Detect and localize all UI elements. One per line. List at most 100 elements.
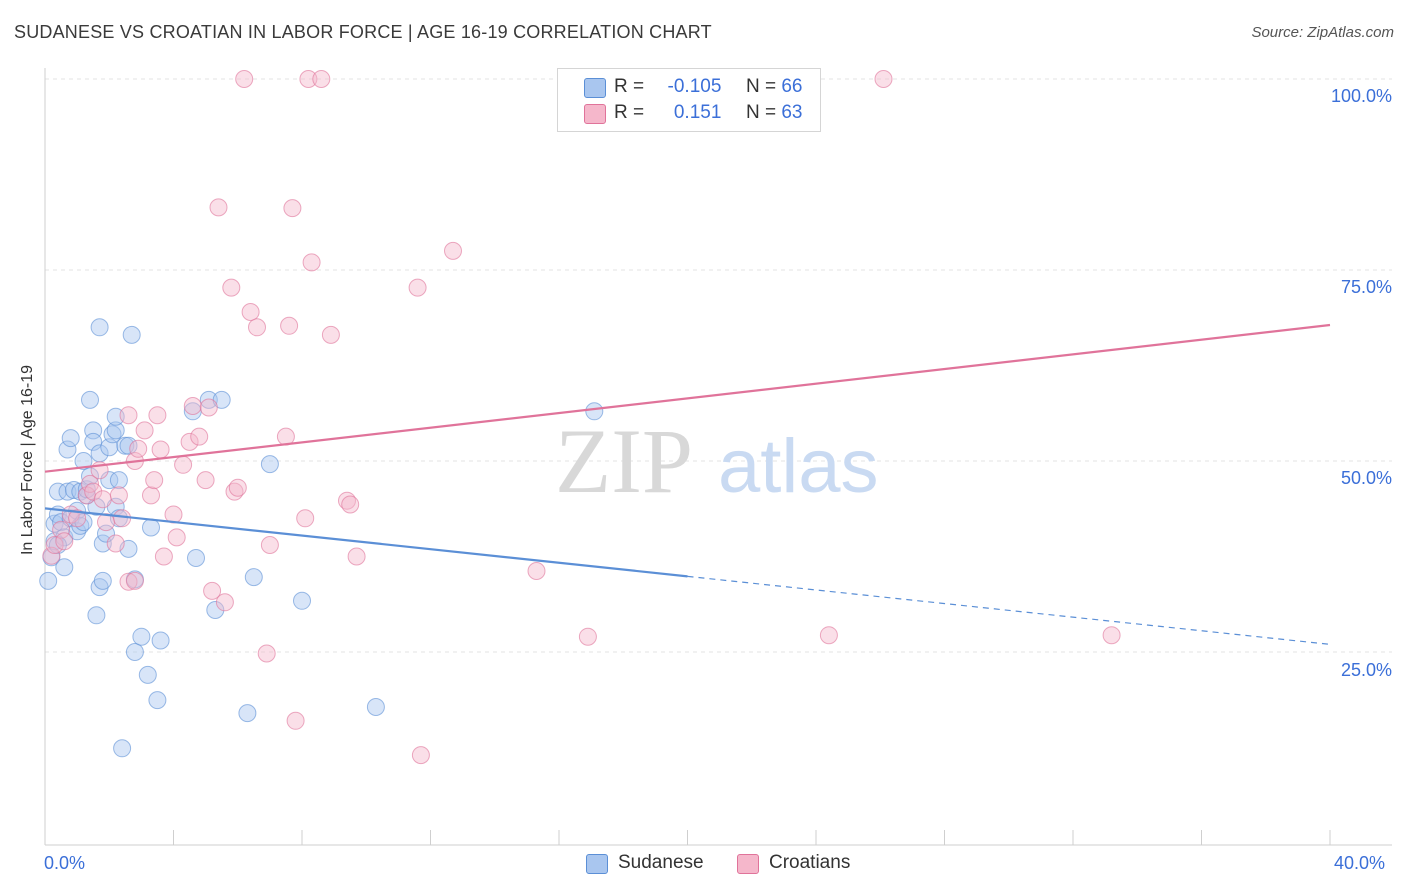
watermark-atlas: atlas [718, 424, 879, 509]
legend-r-value: 0.151 [673, 102, 722, 123]
legend-n-label: N = [745, 102, 777, 123]
chart-title: SUDANESE VS CROATIAN IN LABOR FORCE | AG… [14, 22, 712, 42]
gridlines [45, 78, 1392, 653]
croatians-point [280, 316, 299, 335]
legend-r-label: R = [614, 76, 645, 97]
croatians-point [125, 571, 144, 590]
croatians-point [222, 278, 241, 297]
croatians-point [527, 562, 546, 580]
croatians-point [444, 241, 462, 260]
croatians-point [215, 593, 234, 612]
sudanese-point [81, 390, 99, 409]
legend-n-value: 66 [781, 76, 803, 97]
sudanese-point [68, 522, 87, 541]
croatians-point [578, 627, 597, 646]
croatians-point [235, 70, 254, 88]
sudanese-point [585, 402, 604, 421]
sudanese-point [113, 739, 132, 758]
croatians-point [260, 536, 279, 554]
croatians-point [1102, 626, 1121, 645]
legend-n-label: N = [745, 76, 777, 97]
sudanese-point [93, 534, 112, 553]
sudanese-point [125, 643, 144, 661]
sudanese-point [48, 482, 67, 501]
sudanese-point [199, 390, 218, 409]
series-swatch-croatians [737, 854, 759, 874]
sudanese-point [55, 558, 74, 577]
croatians-point [196, 471, 215, 490]
sudanese-trend-extension [687, 575, 1331, 645]
croatians-point [151, 440, 170, 459]
croatians-point [106, 534, 125, 553]
croatians-point [45, 536, 64, 554]
croatians-point [180, 432, 199, 451]
sudanese-point [39, 571, 58, 590]
series-swatch-sudanese [586, 854, 608, 874]
sudanese-point [87, 606, 106, 625]
sudanese-point [93, 571, 112, 590]
croatians-point [154, 547, 173, 566]
sudanese-point [84, 432, 103, 451]
legend-swatch-croatians [584, 104, 606, 124]
sudanese-point [142, 518, 160, 537]
series-label-croatians: Croatians [769, 852, 851, 873]
legend-r-label: R = [614, 102, 645, 123]
y-tick-label-75: 75.0% [1340, 277, 1392, 297]
sudanese-point [81, 467, 99, 486]
croatians-point [209, 198, 228, 217]
sudanese-point [58, 482, 77, 501]
croatians-trend-line [44, 323, 1331, 473]
sudanese-point [106, 421, 125, 440]
croatians-point [109, 486, 128, 505]
croatians-point [312, 70, 331, 88]
croatians-point [119, 572, 138, 591]
sudanese-trend-line [44, 507, 688, 578]
croatians-point [42, 546, 61, 565]
sudanese-point [61, 429, 80, 448]
croatians-point [411, 746, 430, 765]
watermark-zip: ZIP [555, 410, 693, 512]
croatians-point [183, 397, 202, 415]
series-label-sudanese: Sudanese [618, 852, 704, 873]
croatians-point [145, 471, 164, 490]
croatians-point [257, 644, 276, 663]
x-tick-label-max: 40.0% [1334, 853, 1386, 873]
croatians-point [321, 325, 340, 344]
croatians-point [286, 711, 305, 730]
croatians-point [174, 455, 193, 474]
sudanese-point [206, 601, 225, 619]
sudanese-point [238, 704, 257, 723]
sudanese-point [122, 325, 141, 344]
croatians-point [84, 482, 103, 501]
croatians-point [296, 509, 315, 528]
croatians-point [283, 199, 302, 218]
croatians-point [119, 406, 138, 425]
croatians-point [874, 70, 893, 88]
croatians-point [52, 520, 71, 539]
croatians-point [93, 490, 112, 509]
croatians-point [148, 406, 167, 425]
sudanese-point [138, 665, 157, 684]
croatians-point [228, 478, 247, 497]
source-credit: Source: ZipAtlas.com [1251, 24, 1394, 41]
croatians-point [199, 398, 218, 417]
sudanese-point [119, 436, 138, 455]
croatians-point [129, 439, 148, 458]
legend-n-value: 63 [781, 102, 803, 123]
croatians-point [241, 303, 260, 321]
x-tick-label-min: 0.0% [44, 853, 86, 873]
sudanese-point [90, 318, 109, 337]
y-tick-label-100: 100.0% [1330, 86, 1392, 106]
croatians-point [190, 427, 209, 446]
sudanese-point [293, 591, 311, 610]
sudanese-point [58, 440, 77, 459]
y-tick-label-50: 50.0% [1340, 468, 1392, 488]
sudanese-point [151, 631, 170, 650]
sudanese-point [132, 627, 151, 646]
sudanese-point [366, 698, 385, 716]
croatians-point [142, 486, 160, 505]
sudanese-point [187, 549, 205, 567]
croatians-point [135, 421, 154, 440]
croatians-point [302, 253, 321, 272]
